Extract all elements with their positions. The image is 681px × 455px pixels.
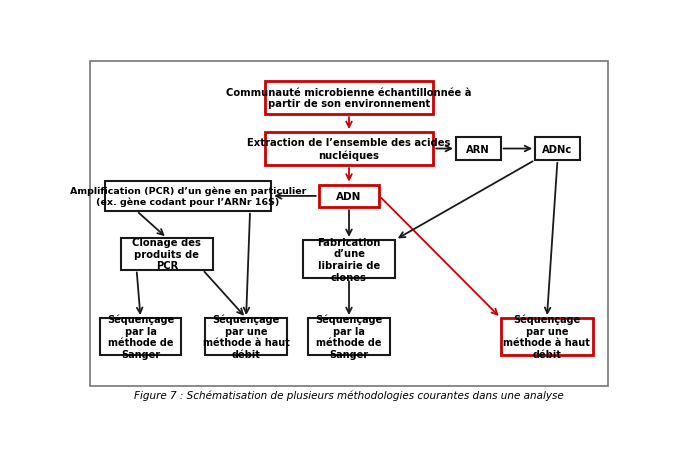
FancyBboxPatch shape: [91, 61, 607, 386]
FancyBboxPatch shape: [105, 182, 271, 212]
FancyBboxPatch shape: [535, 138, 580, 161]
Text: Extraction de l’ensemble des acides
nucléiques: Extraction de l’ensemble des acides nucl…: [247, 138, 451, 160]
FancyBboxPatch shape: [264, 132, 433, 166]
Text: Séquençage
par une
méthode à haut
débit: Séquençage par une méthode à haut débit: [203, 314, 289, 359]
Text: Clonage des
produits de
PCR: Clonage des produits de PCR: [133, 238, 202, 271]
Text: Séquençage
par une
méthode à haut
débit: Séquençage par une méthode à haut débit: [503, 314, 590, 359]
FancyBboxPatch shape: [456, 138, 501, 161]
FancyBboxPatch shape: [264, 82, 433, 115]
Text: Fabrication
d’une
librairie de
clones: Fabrication d’une librairie de clones: [317, 237, 381, 282]
FancyBboxPatch shape: [501, 318, 593, 355]
FancyBboxPatch shape: [205, 318, 287, 355]
FancyBboxPatch shape: [121, 238, 213, 270]
Text: Figure 7 : Schématisation de plusieurs méthodologies courantes dans une analyse: Figure 7 : Schématisation de plusieurs m…: [134, 390, 564, 400]
Text: ADN: ADN: [336, 192, 362, 202]
Text: ADNc: ADNc: [542, 144, 573, 154]
FancyBboxPatch shape: [319, 185, 379, 208]
Text: Amplification (PCR) d’un gène en particulier
(ex. gène codant pour l’ARNr 16S): Amplification (PCR) d’un gène en particu…: [70, 186, 306, 207]
Text: Communauté microbienne échantillonnée à
partir de son environnement: Communauté microbienne échantillonnée à …: [226, 88, 472, 109]
Text: ARN: ARN: [466, 144, 490, 154]
Text: Séquençage
par la
méthode de
Sanger: Séquençage par la méthode de Sanger: [315, 314, 383, 359]
FancyBboxPatch shape: [303, 240, 395, 279]
FancyBboxPatch shape: [99, 318, 181, 355]
Text: Séquençage
par la
méthode de
Sanger: Séquençage par la méthode de Sanger: [107, 314, 174, 359]
FancyBboxPatch shape: [308, 318, 390, 355]
